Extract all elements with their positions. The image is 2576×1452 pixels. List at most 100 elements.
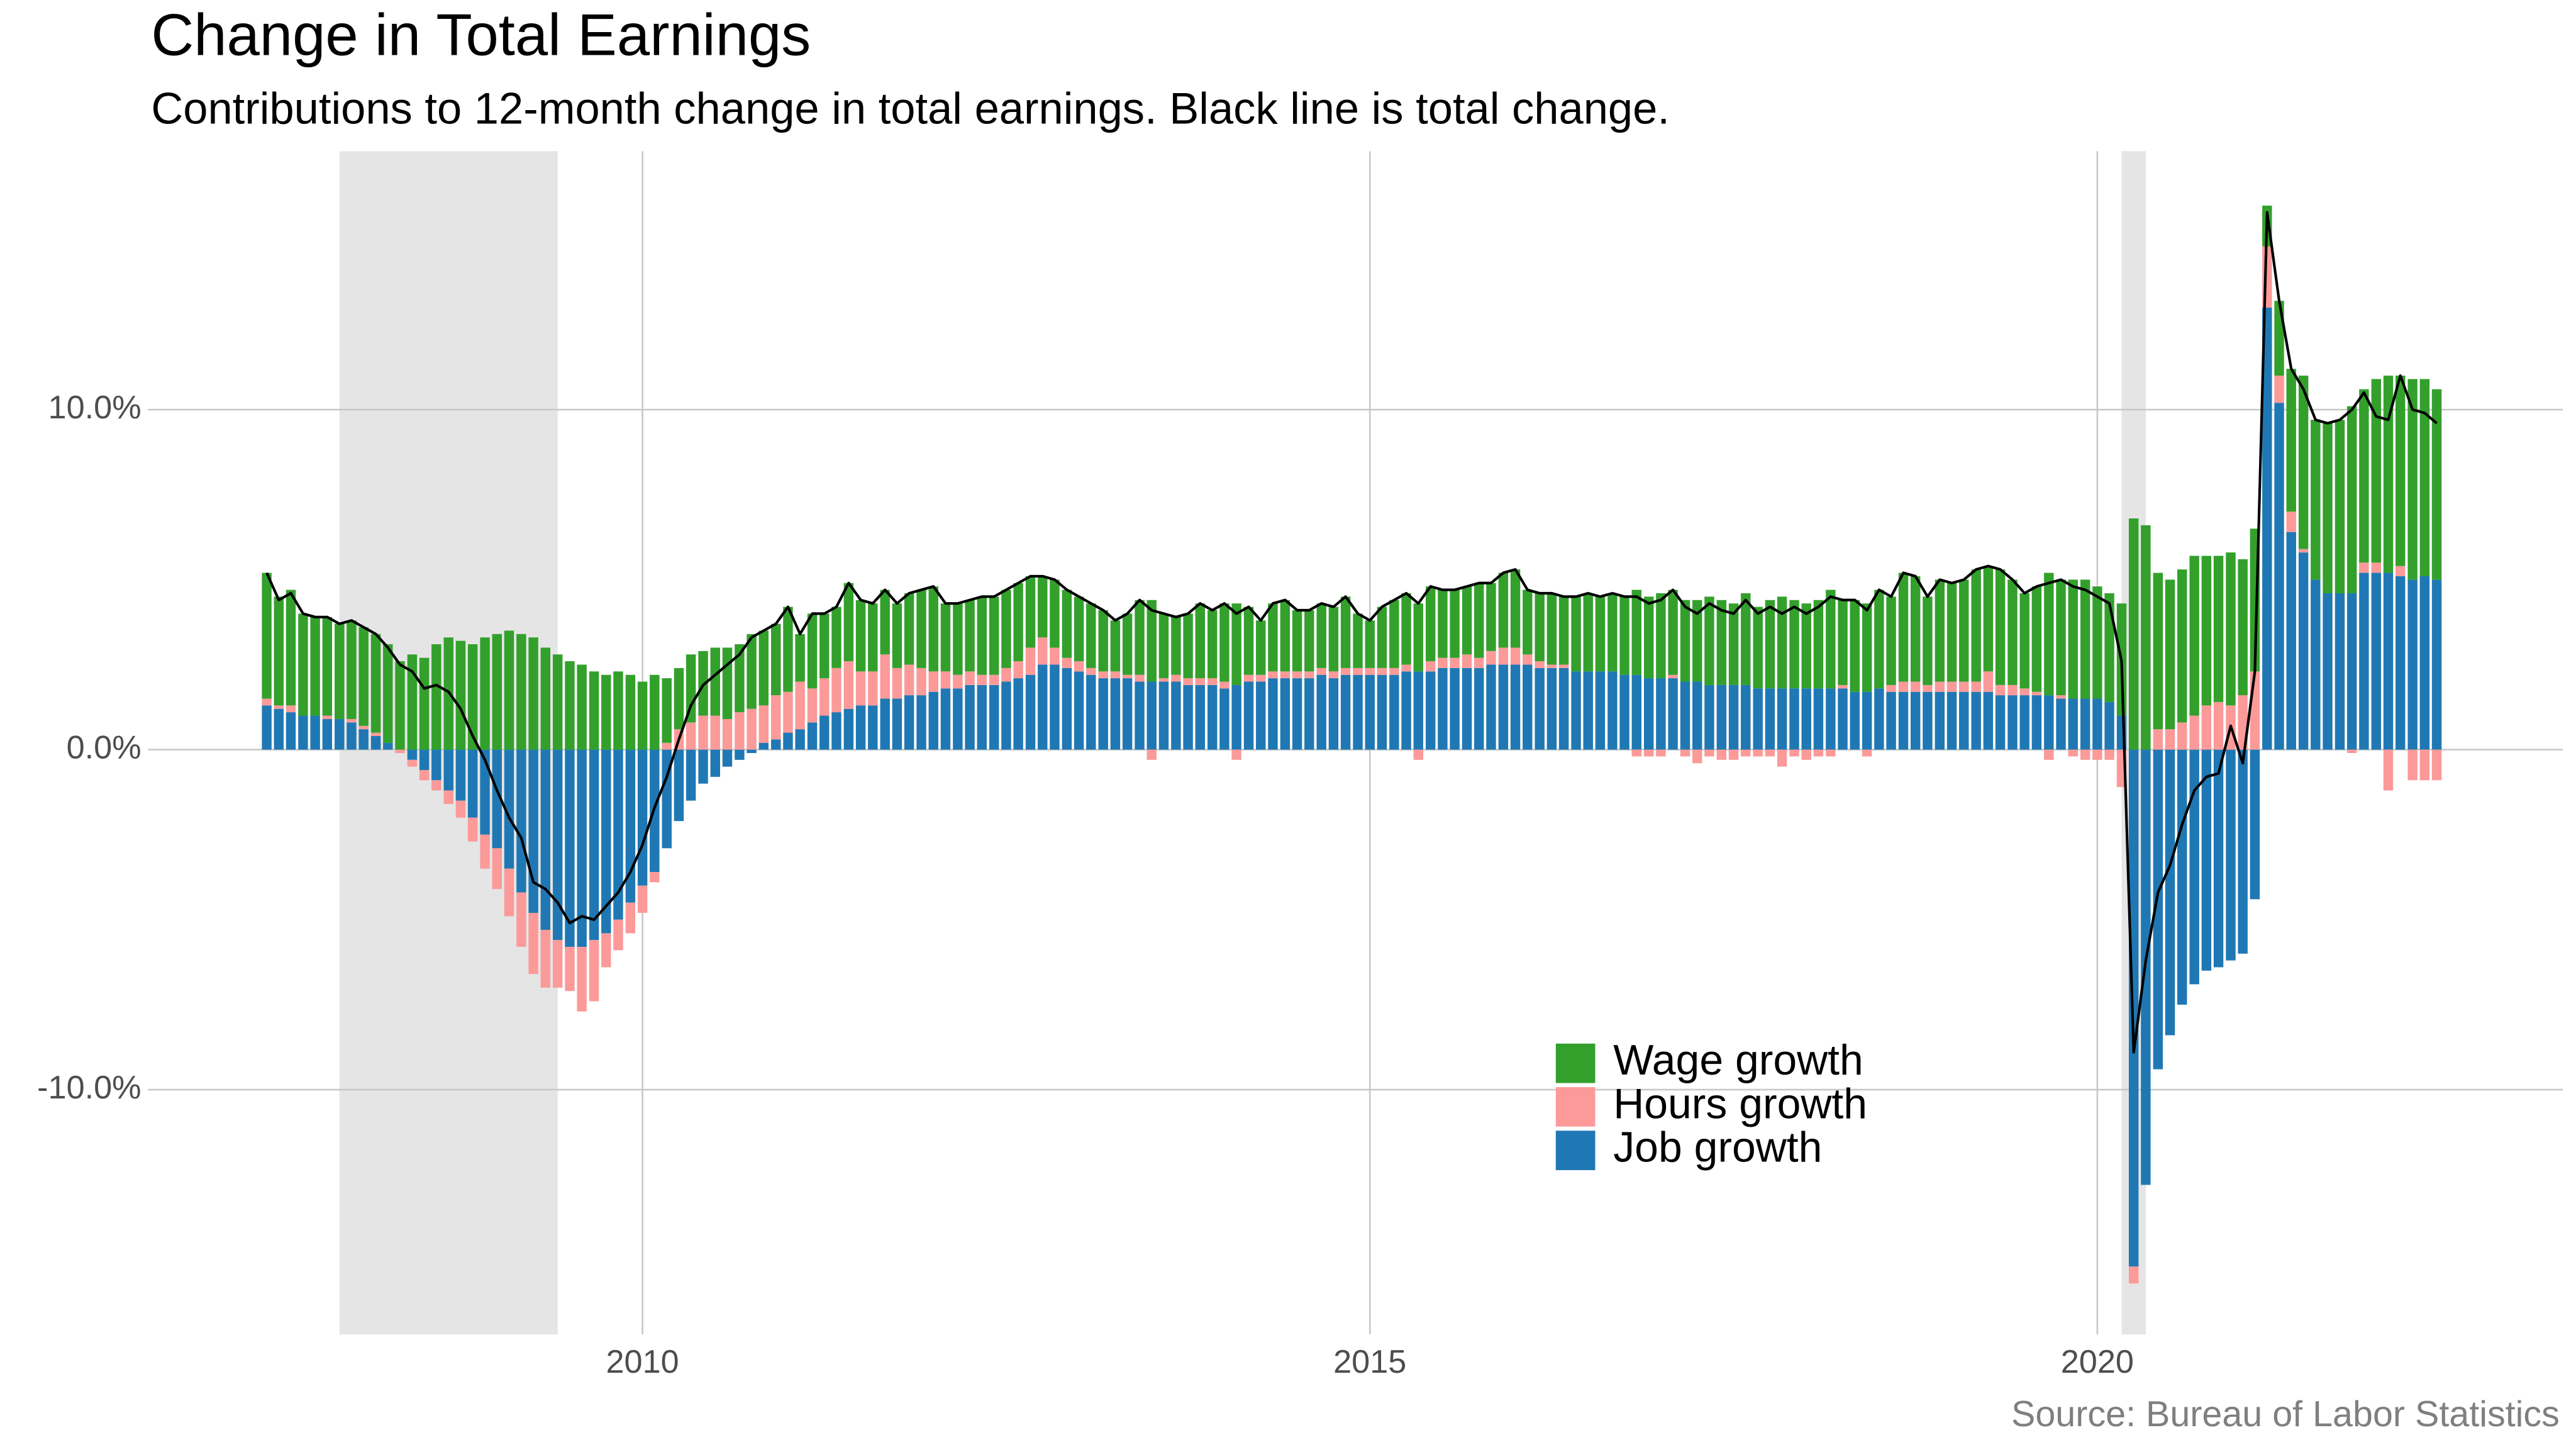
bar-segment: [2104, 749, 2114, 760]
bar-segment: [1146, 600, 1157, 682]
bar-segment: [2359, 572, 2369, 750]
bar-segment: [1523, 589, 1533, 655]
bar-segment: [1546, 664, 1557, 668]
bar-segment: [1413, 749, 1423, 760]
bar-segment: [1328, 671, 1339, 679]
bar-segment: [2213, 556, 2224, 702]
bar-segment: [2056, 695, 2066, 699]
bar-segment: [1862, 691, 1872, 750]
bar-segment: [2056, 579, 2066, 696]
bar-segment: [1753, 749, 1763, 757]
bar-segment: [807, 613, 818, 689]
bar-segment: [1450, 589, 1460, 658]
bar-segment: [1728, 684, 1739, 750]
bar-segment: [2044, 749, 2054, 760]
bar-segment: [2068, 579, 2078, 699]
bar-segment: [1753, 688, 1763, 750]
bar-segment: [1401, 664, 1411, 672]
bar-segment: [1583, 593, 1593, 672]
bar-segment: [1765, 749, 1775, 757]
bar-segment: [2431, 749, 2442, 781]
bar-segment: [2068, 698, 2078, 750]
bar-segment: [492, 848, 502, 890]
bar-segment: [880, 589, 890, 655]
bar-segment: [2298, 552, 2309, 750]
bar-segment: [2201, 556, 2212, 706]
bar-segment: [2128, 518, 2139, 750]
bar-segment: [892, 603, 902, 668]
bar-segment: [2262, 307, 2272, 750]
bar-segment: [1777, 596, 1787, 689]
bar-segment: [1995, 684, 2006, 696]
bar-segment: [286, 705, 296, 713]
bar-segment: [1098, 678, 1108, 750]
chart-subtitle: Contributions to 12-month change in tota…: [151, 83, 1670, 133]
bar-segment: [2177, 569, 2187, 723]
bar-segment: [455, 749, 466, 801]
bar-segment: [1535, 667, 1545, 750]
bar-segment: [1631, 674, 1641, 750]
bar-segment: [2431, 389, 2442, 580]
bar-segment: [795, 634, 805, 682]
bar-segment: [310, 715, 320, 750]
bar-segment: [1523, 654, 1533, 665]
bar-segment: [2346, 593, 2357, 750]
bar-segment: [1135, 600, 1145, 675]
bar-segment: [1850, 600, 1860, 692]
bar-segment: [1523, 664, 1533, 750]
bar-segment: [953, 674, 963, 689]
bar-segment: [2007, 684, 2018, 696]
bar-segment: [1110, 678, 1121, 750]
bar-segment: [577, 947, 587, 1012]
bar-segment: [953, 688, 963, 750]
bar-segment: [2213, 701, 2224, 750]
bar-segment: [977, 674, 987, 685]
bar-segment: [553, 654, 563, 750]
bar-segment: [1025, 647, 1036, 675]
bar-segment: [347, 620, 357, 719]
y-tick-label: -10.0%: [37, 1069, 142, 1106]
legend-key: [1555, 1131, 1596, 1170]
bar-segment: [2201, 705, 2212, 750]
bar-segment: [383, 742, 393, 750]
bar-segment: [1583, 671, 1593, 750]
bar-segment: [1122, 613, 1133, 675]
bar-segment: [2371, 379, 2382, 563]
bar-segment: [1256, 681, 1266, 750]
bar-segment: [1413, 671, 1423, 750]
legend-label: Wage growth: [1613, 1037, 1863, 1084]
bar-segment: [577, 664, 587, 750]
bar-segment: [1498, 572, 1509, 648]
bar-segment: [1995, 695, 2006, 750]
bar-segment: [358, 627, 369, 726]
bar-segment: [1231, 749, 1241, 760]
bar-segment: [698, 715, 708, 750]
bar-segment: [722, 718, 733, 750]
bar-segment: [2407, 749, 2418, 781]
bar-segment: [1353, 674, 1363, 750]
bar-segment: [1680, 600, 1690, 682]
bar-segment: [1983, 691, 1994, 750]
bar-segment: [1789, 749, 1799, 757]
bar-segment: [2323, 423, 2333, 593]
bar-segment: [1704, 684, 1714, 750]
bar-segment: [2419, 576, 2430, 750]
bar-segment: [758, 742, 769, 750]
bar-segment: [1001, 667, 1011, 682]
bar-segment: [1935, 691, 1945, 750]
bar-segment: [2359, 562, 2369, 573]
bar-segment: [1728, 749, 1739, 760]
bar-segment: [2431, 579, 2442, 750]
bar-segment: [455, 640, 466, 750]
bar-segment: [771, 695, 781, 740]
bar-segment: [710, 647, 720, 716]
bar-segment: [1025, 674, 1036, 750]
bar-segment: [1498, 647, 1509, 665]
bar-segment: [1474, 667, 1484, 750]
bar-segment: [2346, 749, 2357, 753]
bar-segment: [2165, 729, 2175, 750]
bar-segment: [2031, 586, 2042, 692]
bar-segment: [2177, 749, 2187, 1005]
bar-segment: [1607, 671, 1618, 750]
